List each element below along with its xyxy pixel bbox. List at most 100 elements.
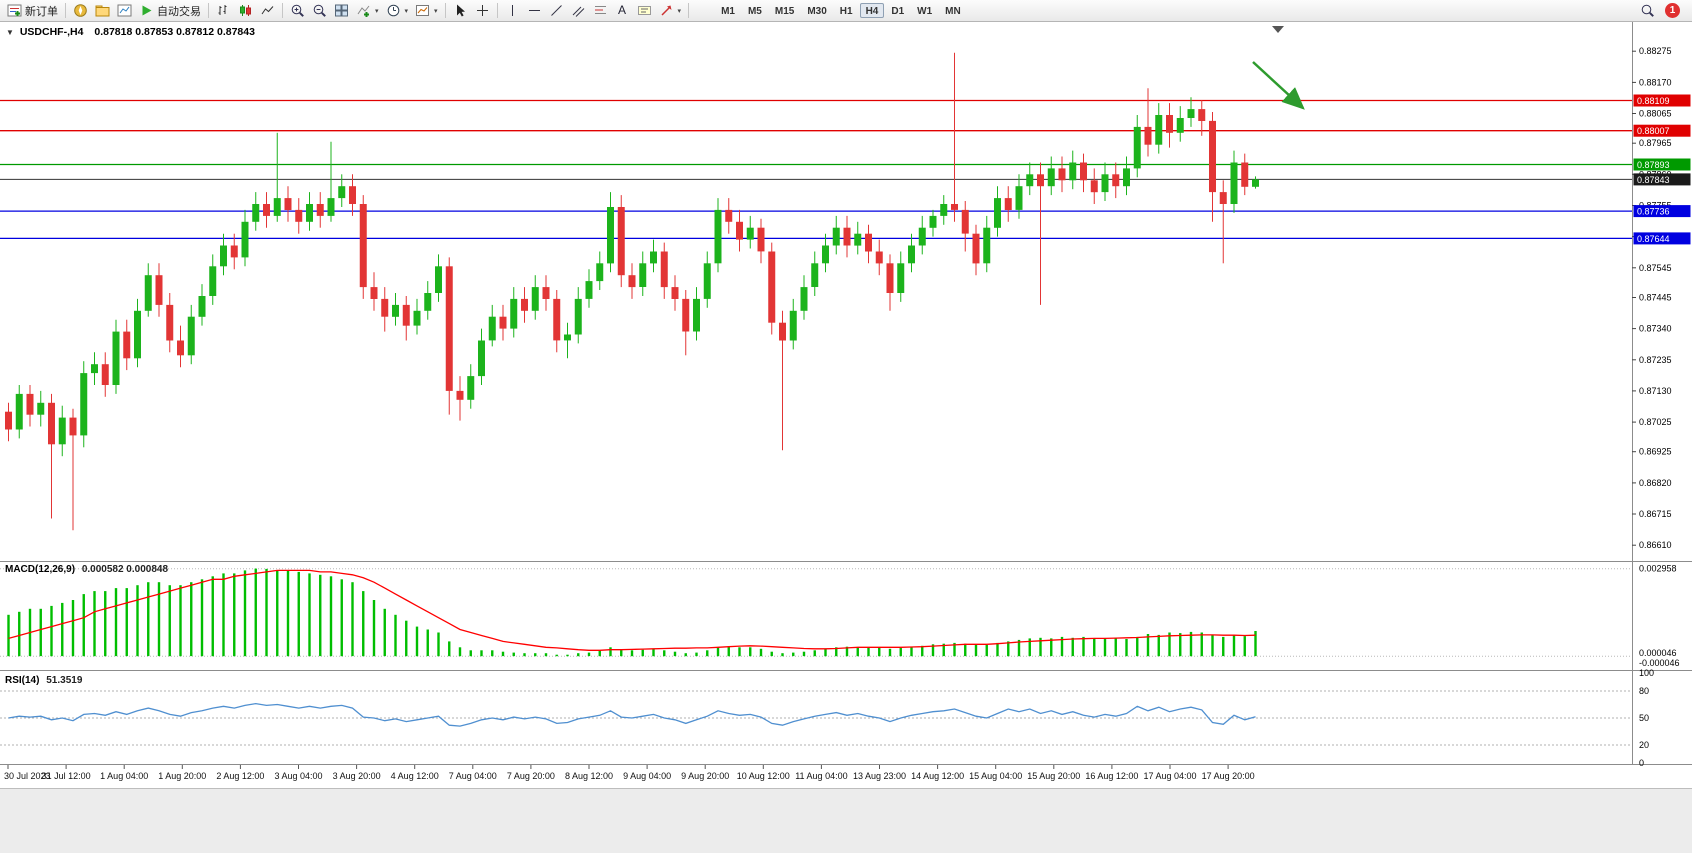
chart-canvas[interactable]: 0.882750.881700.880650.879650.878600.877… [0, 22, 1692, 788]
chart-area[interactable]: 0.882750.881700.880650.879650.878600.877… [0, 22, 1692, 788]
macd-histogram-bar [738, 647, 741, 657]
price-label-tag [1633, 173, 1691, 186]
candle-body [660, 251, 668, 288]
candle-body [1112, 174, 1120, 187]
macd-histogram-bar [534, 653, 537, 657]
trendline-tool-button[interactable] [546, 1, 567, 20]
fibonacci-icon [594, 6, 606, 14]
toolbar-separator [444, 3, 446, 18]
horizontal-line-tool-button[interactable] [524, 1, 545, 20]
price-tick-label: 0.86925 [1639, 447, 1672, 457]
symbol-dropdown-icon[interactable]: ▼ [6, 28, 14, 37]
templates-button[interactable]: ▾ [412, 1, 441, 20]
macd-histogram-bar [1060, 636, 1064, 657]
candle-body [69, 417, 77, 436]
line-chart-mode-button[interactable] [257, 1, 278, 20]
macd-histogram-bar [147, 582, 150, 657]
candle-body [736, 221, 743, 240]
chart-shift-marker[interactable] [1272, 26, 1284, 33]
search-icon [1641, 4, 1654, 17]
candle-body [435, 266, 442, 293]
candle-body [230, 245, 238, 258]
candle-body [628, 275, 636, 288]
timeframe-button-m15[interactable]: M15 [769, 3, 800, 18]
arrow-object-icon [661, 5, 672, 16]
arrows-tool-button[interactable]: ▾ [656, 1, 685, 20]
rsi-tick-label: 0 [1639, 758, 1644, 768]
price-tick-label: 0.87130 [1639, 386, 1672, 396]
channel-tool-button[interactable] [568, 1, 589, 20]
zoom-out-button[interactable] [309, 1, 330, 20]
search-button[interactable] [1637, 1, 1658, 20]
bar-chart-mode-button[interactable] [213, 1, 234, 20]
price-tick-label: 0.87340 [1639, 324, 1672, 334]
macd-histogram-bar [222, 573, 225, 657]
price-label-tag [1633, 124, 1691, 137]
metaeditor-button[interactable] [70, 1, 91, 20]
text-tool-button[interactable]: A [612, 1, 633, 20]
macd-histogram-bar [71, 600, 75, 657]
candle-body [467, 376, 475, 400]
macd-histogram-bar [931, 644, 935, 657]
crosshair-tool-button[interactable] [472, 1, 493, 20]
indicators-icon [357, 5, 370, 17]
cursor-tool-button[interactable] [450, 1, 471, 20]
time-axis-label: 13 Aug 23:00 [853, 771, 906, 781]
timeframe-button-h4[interactable]: H4 [859, 3, 885, 18]
indicators-button[interactable]: ▾ [353, 1, 382, 20]
price-tick-label: 0.86610 [1639, 540, 1672, 550]
candle-body [1047, 168, 1055, 187]
timeframe-button-m1[interactable]: M1 [715, 3, 741, 18]
price-label-tag-text: 0.87843 [1637, 175, 1670, 185]
autotrading-button[interactable]: 自动交易 [136, 1, 204, 20]
chart-ohlc-values: 0.87818 0.87853 0.87812 0.87843 [94, 26, 255, 38]
vertical-line-tool-button[interactable] [502, 1, 523, 20]
timeframe-button-d1[interactable]: D1 [885, 3, 910, 18]
candle-body [1123, 168, 1130, 187]
timeframe-button-w1[interactable]: W1 [911, 3, 938, 18]
macd-histogram-bar [448, 641, 451, 657]
candle-body [134, 310, 141, 359]
text-label-tool-button[interactable] [634, 1, 655, 20]
macd-histogram-bar [415, 626, 419, 657]
candlestick-mode-button[interactable] [235, 1, 256, 20]
candle-body [1090, 180, 1098, 193]
price-label-tag [1633, 232, 1691, 245]
macd-histogram-bar [1050, 638, 1053, 657]
fibonacci-tool-button[interactable] [590, 1, 611, 20]
candle-body [768, 251, 776, 323]
trend-arrow-annotation[interactable] [1252, 61, 1305, 110]
notification-badge[interactable]: 1 [1665, 3, 1680, 18]
price-tick-label: 0.87545 [1639, 263, 1672, 273]
candle-body [1198, 109, 1206, 121]
candle-body [392, 304, 399, 317]
macd-histogram-bar [18, 611, 21, 657]
new-chart-button[interactable] [114, 1, 135, 20]
timeframe-button-m5[interactable]: M5 [742, 3, 768, 18]
macd-histogram-bar [824, 648, 827, 657]
candle-body [166, 304, 174, 341]
time-axis-label: 10 Aug 12:00 [737, 771, 790, 781]
rsi-tick-label: 100 [1639, 668, 1654, 678]
price-axis[interactable]: 0.882750.881700.880650.879650.878600.877… [1632, 46, 1691, 768]
macd-histogram-bar [7, 614, 10, 657]
new-order-button[interactable]: 新订单 [4, 1, 61, 20]
macd-histogram-bar [394, 614, 397, 657]
macd-histogram-bar [480, 650, 483, 657]
macd-histogram-bar [383, 608, 386, 657]
candle-body [91, 364, 98, 374]
profiles-button[interactable] [92, 1, 113, 20]
macd-histogram-bar [469, 650, 472, 657]
timeframe-button-h1[interactable]: H1 [834, 3, 859, 18]
new-order-label: 新订单 [25, 5, 58, 18]
tile-windows-button[interactable] [331, 1, 352, 20]
candle-body [650, 251, 657, 264]
price-label-tag [1633, 158, 1691, 171]
macd-histogram-bar [308, 573, 311, 657]
rsi-indicator-value: 51.3519 [46, 675, 83, 686]
periods-button[interactable]: ▾ [383, 1, 412, 20]
zoom-in-button[interactable] [287, 1, 308, 20]
timeframe-button-m30[interactable]: M30 [801, 3, 832, 18]
timeframe-button-mn[interactable]: MN [939, 3, 967, 18]
